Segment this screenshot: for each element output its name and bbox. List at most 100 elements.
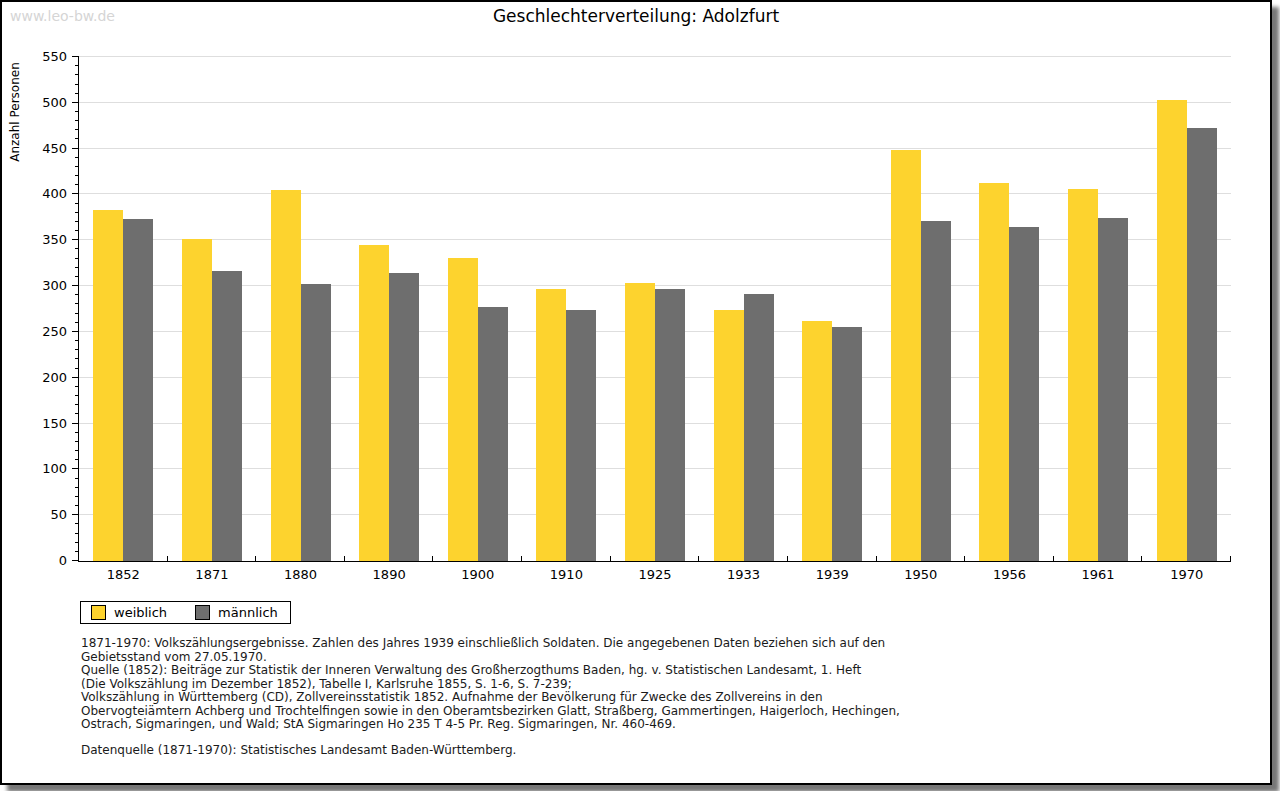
footnote-line: Quelle (1852): Beiträge zur Statistik de… [81, 664, 1221, 678]
x-category-label-1890: 1890 [345, 567, 434, 582]
legend-swatch-männlich [195, 605, 210, 620]
y-minor-tick [75, 432, 79, 433]
x-category-label-1956: 1956 [965, 567, 1054, 582]
y-minor-tick [75, 267, 79, 268]
gridline-400 [79, 193, 1231, 194]
y-minor-tick [75, 542, 79, 543]
x-boundary-tick [610, 556, 611, 561]
gridline-450 [79, 148, 1231, 149]
bar-weiblich-1871 [182, 239, 212, 561]
gridline-350 [79, 239, 1231, 240]
bar-männlich-1871 [212, 271, 242, 561]
y-minor-tick [75, 74, 79, 75]
y-major-tick-300 [72, 285, 79, 286]
x-boundary-tick [1053, 556, 1054, 561]
y-minor-tick [75, 111, 79, 112]
y-minor-tick [75, 84, 79, 85]
y-minor-tick [75, 404, 79, 405]
y-tick-label-0: 0 [23, 553, 67, 568]
y-minor-tick [75, 138, 79, 139]
y-major-tick-550 [72, 56, 79, 57]
bar-männlich-1925 [655, 289, 685, 561]
y-minor-tick [75, 175, 79, 176]
x-category-label-1871: 1871 [168, 567, 257, 582]
y-axis-title: Anzahl Personen [8, 57, 24, 167]
x-boundary-tick [521, 556, 522, 561]
chart-page: www.leo-bw.de Geschlechterverteilung: Ad… [0, 0, 1272, 785]
bar-weiblich-1900 [448, 258, 478, 561]
x-boundary-tick [255, 556, 256, 561]
y-minor-tick [75, 120, 79, 121]
y-minor-tick [75, 93, 79, 94]
y-minor-tick [75, 258, 79, 259]
y-tick-label-400: 400 [23, 186, 67, 201]
legend: weiblichmännlich [80, 601, 291, 624]
y-minor-tick [75, 303, 79, 304]
y-tick-label-100: 100 [23, 461, 67, 476]
y-major-tick-500 [72, 102, 79, 103]
y-minor-tick [75, 65, 79, 66]
x-boundary-tick [698, 556, 699, 561]
y-tick-label-50: 50 [23, 507, 67, 522]
footnote-line: 1871-1970: Volkszählungsergebnisse. Zahl… [81, 637, 1221, 651]
footnote-line: Obervogteiämtern Achberg und Trochtelfin… [81, 705, 1221, 719]
footnotes: 1871-1970: Volkszählungsergebnisse. Zahl… [81, 637, 1221, 757]
bar-männlich-1900 [478, 307, 508, 561]
y-major-tick-450 [72, 148, 79, 149]
y-minor-tick [75, 157, 79, 158]
y-minor-tick [75, 276, 79, 277]
x-category-label-1939: 1939 [788, 567, 877, 582]
y-tick-label-500: 500 [23, 95, 67, 110]
bar-weiblich-1852 [93, 210, 123, 561]
bar-männlich-1939 [832, 327, 862, 561]
y-minor-tick [75, 523, 79, 524]
y-major-tick-350 [72, 239, 79, 240]
x-category-label-1970: 1970 [1142, 567, 1231, 582]
x-category-label-1852: 1852 [79, 567, 168, 582]
y-minor-tick [75, 478, 79, 479]
y-minor-tick [75, 221, 79, 222]
bar-männlich-1961 [1098, 218, 1128, 561]
y-major-tick-400 [72, 193, 79, 194]
bar-weiblich-1956 [979, 183, 1009, 561]
x-boundary-tick [787, 556, 788, 561]
y-minor-tick [75, 441, 79, 442]
y-major-tick-0 [72, 560, 79, 561]
y-major-tick-250 [72, 331, 79, 332]
legend-label-männlich: männlich [218, 605, 278, 620]
y-major-tick-200 [72, 377, 79, 378]
y-tick-label-200: 200 [23, 370, 67, 385]
y-minor-tick [75, 551, 79, 552]
bar-männlich-1970 [1187, 128, 1217, 561]
y-minor-tick [75, 386, 79, 387]
y-tick-label-450: 450 [23, 141, 67, 156]
x-boundary-tick [964, 556, 965, 561]
bar-weiblich-1880 [271, 190, 301, 561]
y-minor-tick [75, 496, 79, 497]
legend-swatch-weiblich [91, 605, 106, 620]
y-minor-tick [75, 395, 79, 396]
y-minor-tick [75, 230, 79, 231]
y-minor-tick [75, 459, 79, 460]
y-minor-tick [75, 313, 79, 314]
y-minor-tick [75, 166, 79, 167]
bar-weiblich-1950 [891, 150, 921, 561]
y-minor-tick [75, 248, 79, 249]
footnote-line: Volkszählung in Württemberg (CD), Zollve… [81, 691, 1221, 705]
y-minor-tick [75, 450, 79, 451]
bar-männlich-1933 [744, 294, 774, 561]
y-minor-tick [75, 184, 79, 185]
y-minor-tick [75, 129, 79, 130]
x-boundary-tick [1141, 556, 1142, 561]
x-category-label-1961: 1961 [1054, 567, 1143, 582]
bar-männlich-1956 [1009, 227, 1039, 561]
bar-weiblich-1910 [536, 289, 566, 561]
y-tick-label-250: 250 [23, 324, 67, 339]
x-category-label-1950: 1950 [877, 567, 966, 582]
bar-weiblich-1933 [714, 310, 744, 561]
bar-männlich-1852 [123, 219, 153, 561]
y-minor-tick [75, 413, 79, 414]
y-major-tick-150 [72, 423, 79, 424]
footnote-line: Gebietsstand vom 27.05.1970. [81, 651, 1221, 665]
plot-area: 0501001502002503003504004505005501852187… [78, 57, 1231, 562]
